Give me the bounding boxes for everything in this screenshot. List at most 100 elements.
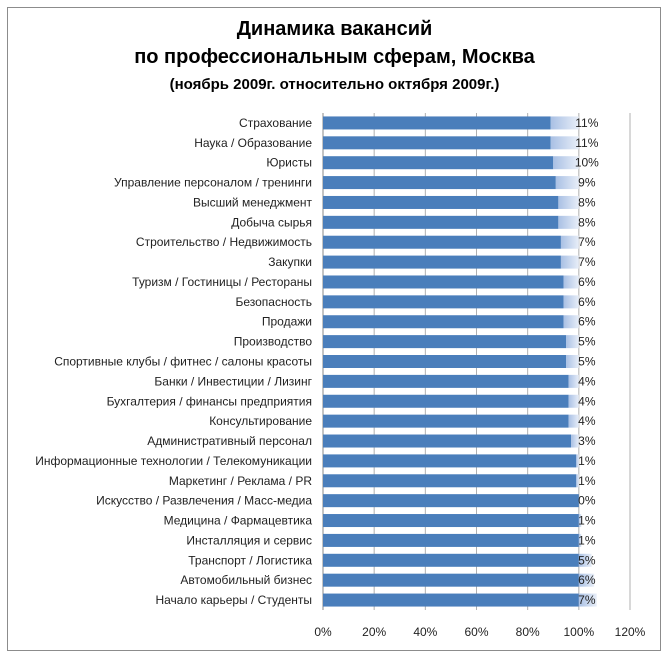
x-tick-label: 20% <box>362 625 386 639</box>
category-label: Автомобильный бизнес <box>180 573 312 587</box>
bar-change <box>578 553 592 567</box>
bar-change <box>566 355 579 368</box>
bar-base <box>323 474 577 488</box>
category-label: Наука / Образование <box>194 136 312 150</box>
bar-base <box>323 494 579 508</box>
bar-base <box>323 434 572 448</box>
category-label: Продажи <box>262 315 312 329</box>
bar-base <box>323 593 579 607</box>
data-label: 4% <box>578 394 596 408</box>
data-label: 10% <box>575 156 599 170</box>
bar-change <box>555 176 579 190</box>
category-label: Закупки <box>268 255 312 269</box>
data-label: 1% <box>578 533 596 547</box>
bar-change <box>563 275 579 289</box>
category-label: Информационные технологии / Телекомуника… <box>35 454 312 468</box>
data-label: 6% <box>578 573 596 587</box>
bar-base <box>323 533 579 547</box>
data-label: 4% <box>578 374 596 388</box>
bar-change <box>568 374 579 388</box>
category-label: Медицина / Фармацевтика <box>164 514 313 528</box>
bar-base <box>323 195 559 209</box>
data-label: 7% <box>578 235 596 249</box>
bar-base <box>323 275 564 289</box>
chart-title-line1: Динамика вакансий <box>236 18 433 40</box>
bar-change <box>578 533 582 547</box>
bar-base <box>323 116 551 130</box>
data-label: 8% <box>578 215 596 229</box>
bar-base <box>323 414 569 428</box>
data-label: 5% <box>578 355 596 369</box>
category-label: Административный персонал <box>147 434 312 448</box>
bar-base <box>323 295 564 309</box>
bar-base <box>323 136 551 150</box>
category-label: Транспорт / Логистика <box>188 553 312 567</box>
bar-change <box>558 215 579 229</box>
bar-base <box>323 176 556 190</box>
data-label: 11% <box>575 136 598 150</box>
bar-change <box>563 315 579 329</box>
category-label: Высший менеджмент <box>193 195 313 209</box>
x-tick-label: 0% <box>314 625 332 639</box>
bar-base <box>323 235 561 249</box>
data-label: 1% <box>578 474 596 488</box>
bar-base <box>323 553 579 567</box>
bar-change <box>558 195 579 209</box>
bar-base <box>323 315 564 329</box>
data-label: 4% <box>578 414 596 428</box>
chart-subtitle: (ноябрь 2009г. относительно октября 2009… <box>169 76 500 93</box>
bar-base <box>323 335 567 349</box>
bar-change <box>568 394 579 408</box>
bar-base <box>323 215 559 229</box>
data-label: 6% <box>578 295 596 309</box>
bar-base <box>323 374 569 388</box>
data-label: 11% <box>575 116 598 130</box>
bar-change <box>576 474 579 488</box>
category-label: Страхование <box>239 116 312 130</box>
data-label: 5% <box>578 335 596 349</box>
bar-change <box>553 156 579 170</box>
category-label: Спортивные клубы / фитнес / салоны красо… <box>54 355 312 369</box>
data-label: 6% <box>578 315 596 329</box>
bar-base <box>323 355 567 368</box>
x-tick-label: 100% <box>563 625 594 639</box>
data-label: 5% <box>578 553 596 567</box>
bar-change <box>576 454 579 468</box>
bar-change <box>550 136 579 150</box>
bar-change <box>578 573 595 587</box>
x-tick-label: 40% <box>413 625 437 639</box>
chart-title-line2: по профессиональным сферам, Москва <box>134 46 535 68</box>
bar-change <box>578 514 582 528</box>
bar-change <box>566 335 579 349</box>
bar-change <box>571 434 579 448</box>
bar-change <box>560 255 579 269</box>
data-label: 3% <box>578 434 596 448</box>
category-label: Инсталляция и сервис <box>186 533 312 547</box>
bar-change <box>568 414 579 428</box>
data-label: 9% <box>578 176 596 190</box>
category-label: Искусство / Развлечения / Масс-медиа <box>96 494 312 508</box>
data-label: 6% <box>578 275 596 289</box>
bar-base <box>323 454 577 468</box>
bar-base <box>323 394 569 408</box>
category-label: Юристы <box>266 156 312 170</box>
category-label: Консультирование <box>209 414 312 428</box>
category-label: Строительство / Недвижимость <box>136 235 312 249</box>
data-label: 8% <box>578 195 596 209</box>
chart-frame <box>7 7 661 651</box>
bar-change <box>560 235 579 249</box>
x-tick-label: 80% <box>516 625 540 639</box>
bar-base <box>323 514 579 528</box>
category-label: Безопасность <box>235 295 312 309</box>
bar-base <box>323 255 561 269</box>
bar-change <box>563 295 579 309</box>
category-label: Банки / Инвестиции / Лизинг <box>154 374 312 388</box>
bar-change <box>550 116 579 130</box>
category-label: Бухгалтерия / финансы предприятия <box>107 394 312 408</box>
category-label: Производство <box>234 335 313 349</box>
data-label: 1% <box>578 514 596 528</box>
category-label: Маркетинг / Реклама / PR <box>169 474 312 488</box>
data-label: 1% <box>578 454 596 468</box>
